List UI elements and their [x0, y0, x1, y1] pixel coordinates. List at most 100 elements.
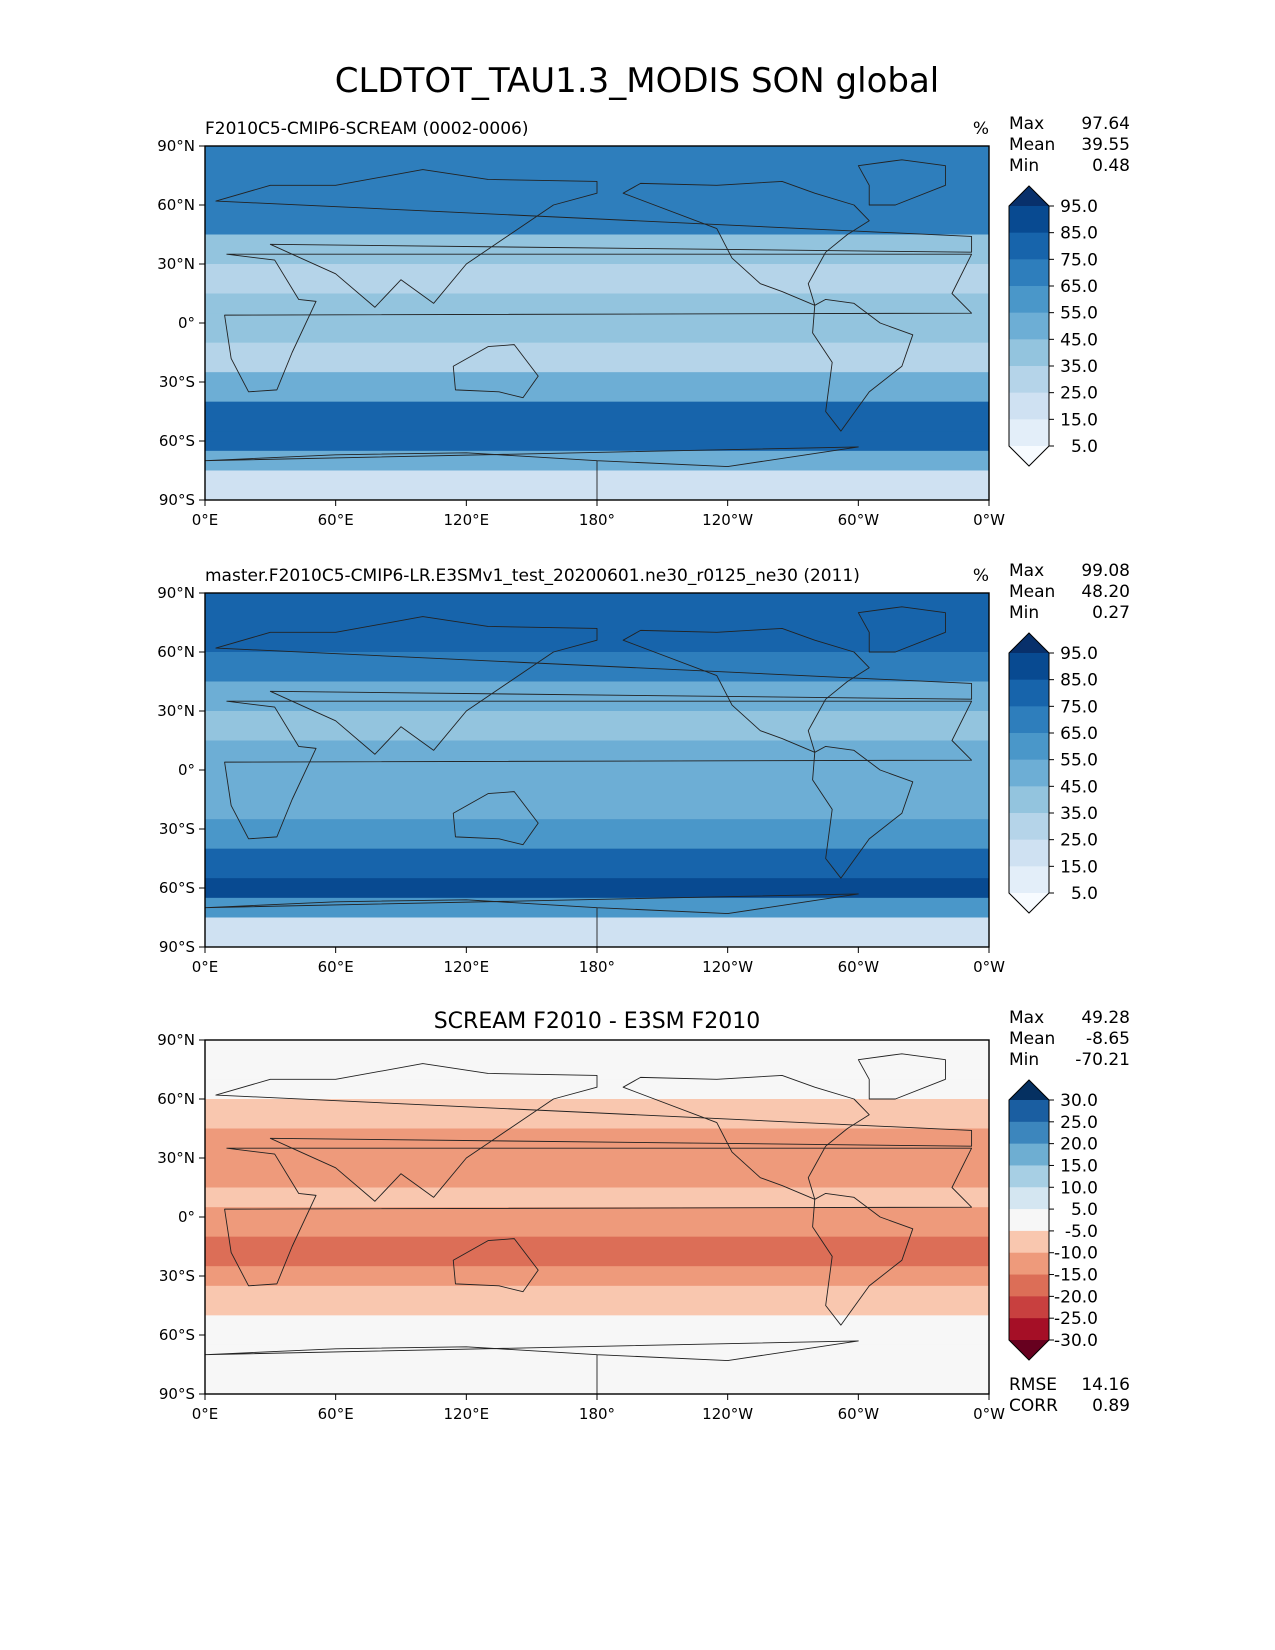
- x-tick-label: 120°E: [444, 511, 490, 529]
- colorbar-segment: [1009, 653, 1049, 681]
- y-tick-label: 90°S: [159, 1385, 195, 1403]
- bottom-stat-value: 14.16: [1081, 1375, 1130, 1395]
- lat-band: [205, 313, 989, 344]
- colorbar-tick-label: 10.0: [1060, 1178, 1098, 1198]
- stat-value: 0.48: [1092, 156, 1130, 176]
- lat-band: [205, 234, 989, 265]
- colorbar-segment: [1009, 259, 1049, 287]
- lat-band: [205, 652, 989, 682]
- coastline: [224, 1147, 973, 1287]
- colorbar-tick-label: 85.0: [1060, 224, 1098, 244]
- y-tick-label: 60°N: [157, 1090, 195, 1108]
- colorbar-tick-label: 55.0: [1060, 304, 1098, 324]
- map-field: [205, 146, 989, 500]
- colorbar-tick-label: 15.0: [1060, 410, 1098, 430]
- colorbar-segment: [1009, 1318, 1049, 1341]
- colorbar-segment: [1009, 866, 1049, 894]
- colorbar-extend-bottom: [1009, 446, 1049, 466]
- lat-band: [205, 401, 989, 432]
- x-tick-label: 0°W: [973, 1405, 1005, 1423]
- panel-units: %: [973, 119, 989, 139]
- colorbar-tick-label: -20.0: [1054, 1287, 1098, 1307]
- colorbar-tick-label: 85.0: [1060, 671, 1098, 691]
- colorbar-segment: [1009, 206, 1049, 234]
- lat-band: [205, 372, 989, 403]
- lat-band: [205, 819, 989, 850]
- lat-band: [205, 185, 989, 206]
- panel-difference: SCREAM F2010 - E3SM F2010 Max 49.28 Mean -8.…: [157, 1008, 1130, 1423]
- stat-value: -70.21: [1075, 1050, 1130, 1070]
- colorbar-extend-bottom: [1009, 1340, 1049, 1360]
- y-tick-label: 30°N: [157, 255, 195, 273]
- y-tick-label: 60°N: [157, 196, 195, 214]
- coastline: [857, 159, 946, 206]
- lat-band: [205, 1099, 989, 1129]
- colorbar-tick-label: 35.0: [1060, 357, 1098, 377]
- coastline: [857, 606, 946, 653]
- coastline: [215, 616, 973, 755]
- lat-band: [205, 711, 989, 741]
- lat-band: [205, 431, 989, 452]
- colorbar-segment: [1009, 759, 1049, 787]
- y-tick-label: 30°N: [157, 702, 195, 720]
- colorbar-segment: [1009, 1252, 1049, 1276]
- coastline: [857, 1053, 946, 1100]
- x-tick-label: 120°E: [444, 1405, 490, 1423]
- colorbar-tick-label: -25.0: [1054, 1309, 1098, 1329]
- colorbar-segment: [1009, 1100, 1049, 1123]
- colorbar-segment: [1009, 392, 1049, 420]
- colorbar-tick-label: 65.0: [1060, 277, 1098, 297]
- x-tick-label: 120°W: [702, 1405, 753, 1423]
- lat-band: [205, 681, 989, 712]
- colorbar-tick-label: 25.0: [1060, 831, 1098, 851]
- colorbar-tick-label: 5.0: [1071, 1200, 1098, 1220]
- stat-label: Mean: [1009, 135, 1055, 155]
- colorbar-segment: [1009, 419, 1049, 447]
- colorbar-segment: [1009, 679, 1049, 707]
- bottom-stat-label: CORR: [1009, 1396, 1058, 1416]
- y-tick-label: 30°S: [159, 373, 195, 391]
- colorbar-segment: [1009, 1209, 1049, 1232]
- coastline: [205, 446, 859, 500]
- colorbar-tick-label: 55.0: [1060, 751, 1098, 771]
- stat-label: Min: [1009, 156, 1039, 176]
- stat-label: Mean: [1009, 582, 1055, 602]
- lat-band: [205, 1040, 989, 1080]
- x-tick-label: 60°E: [318, 511, 354, 529]
- stat-label: Mean: [1009, 1029, 1055, 1049]
- lat-band: [205, 848, 989, 879]
- y-tick-label: 90°S: [159, 938, 195, 956]
- colorbar-tick-label: 95.0: [1060, 644, 1098, 664]
- x-tick-label: 60°E: [318, 1405, 354, 1423]
- panel-title-left: master.F2010C5-CMIP6-LR.E3SMv1_test_2020…: [205, 566, 860, 586]
- coastline: [224, 700, 973, 840]
- colorbar-segment: [1009, 1230, 1049, 1254]
- colorbar-segment: [1009, 1121, 1049, 1145]
- coastline: [812, 298, 914, 432]
- colorbar-segment: [1009, 1143, 1049, 1166]
- colorbar-tick-label: 25.0: [1060, 384, 1098, 404]
- x-tick-label: 0°E: [192, 958, 219, 976]
- coastline: [452, 344, 539, 399]
- coastline: [205, 1340, 859, 1394]
- colorbar-tick-label: 35.0: [1060, 804, 1098, 824]
- lat-band: [205, 293, 989, 314]
- x-tick-label: 0°W: [973, 511, 1005, 529]
- figure-title: CLDTOT_TAU1.3_MODIS SON global: [335, 61, 939, 101]
- panel-title-center: SCREAM F2010 - E3SM F2010: [434, 1009, 761, 1034]
- stat-label: Max: [1009, 1008, 1044, 1028]
- coastline: [622, 627, 870, 753]
- colorbar-segment: [1009, 366, 1049, 394]
- lat-band: [205, 1079, 989, 1100]
- lat-band: [205, 1187, 989, 1208]
- colorbar-tick-label: 20.0: [1060, 1135, 1098, 1155]
- coastline: [812, 745, 914, 879]
- coastline: [224, 253, 973, 393]
- y-tick-label: 60°S: [159, 879, 195, 897]
- stat-value: 49.28: [1081, 1008, 1130, 1028]
- x-tick-label: 0°E: [192, 511, 219, 529]
- colorbar-extend-top: [1009, 186, 1049, 206]
- colorbar-segment: [1009, 1296, 1049, 1319]
- stat-value: 48.20: [1081, 582, 1130, 602]
- x-tick-label: 60°W: [838, 511, 880, 529]
